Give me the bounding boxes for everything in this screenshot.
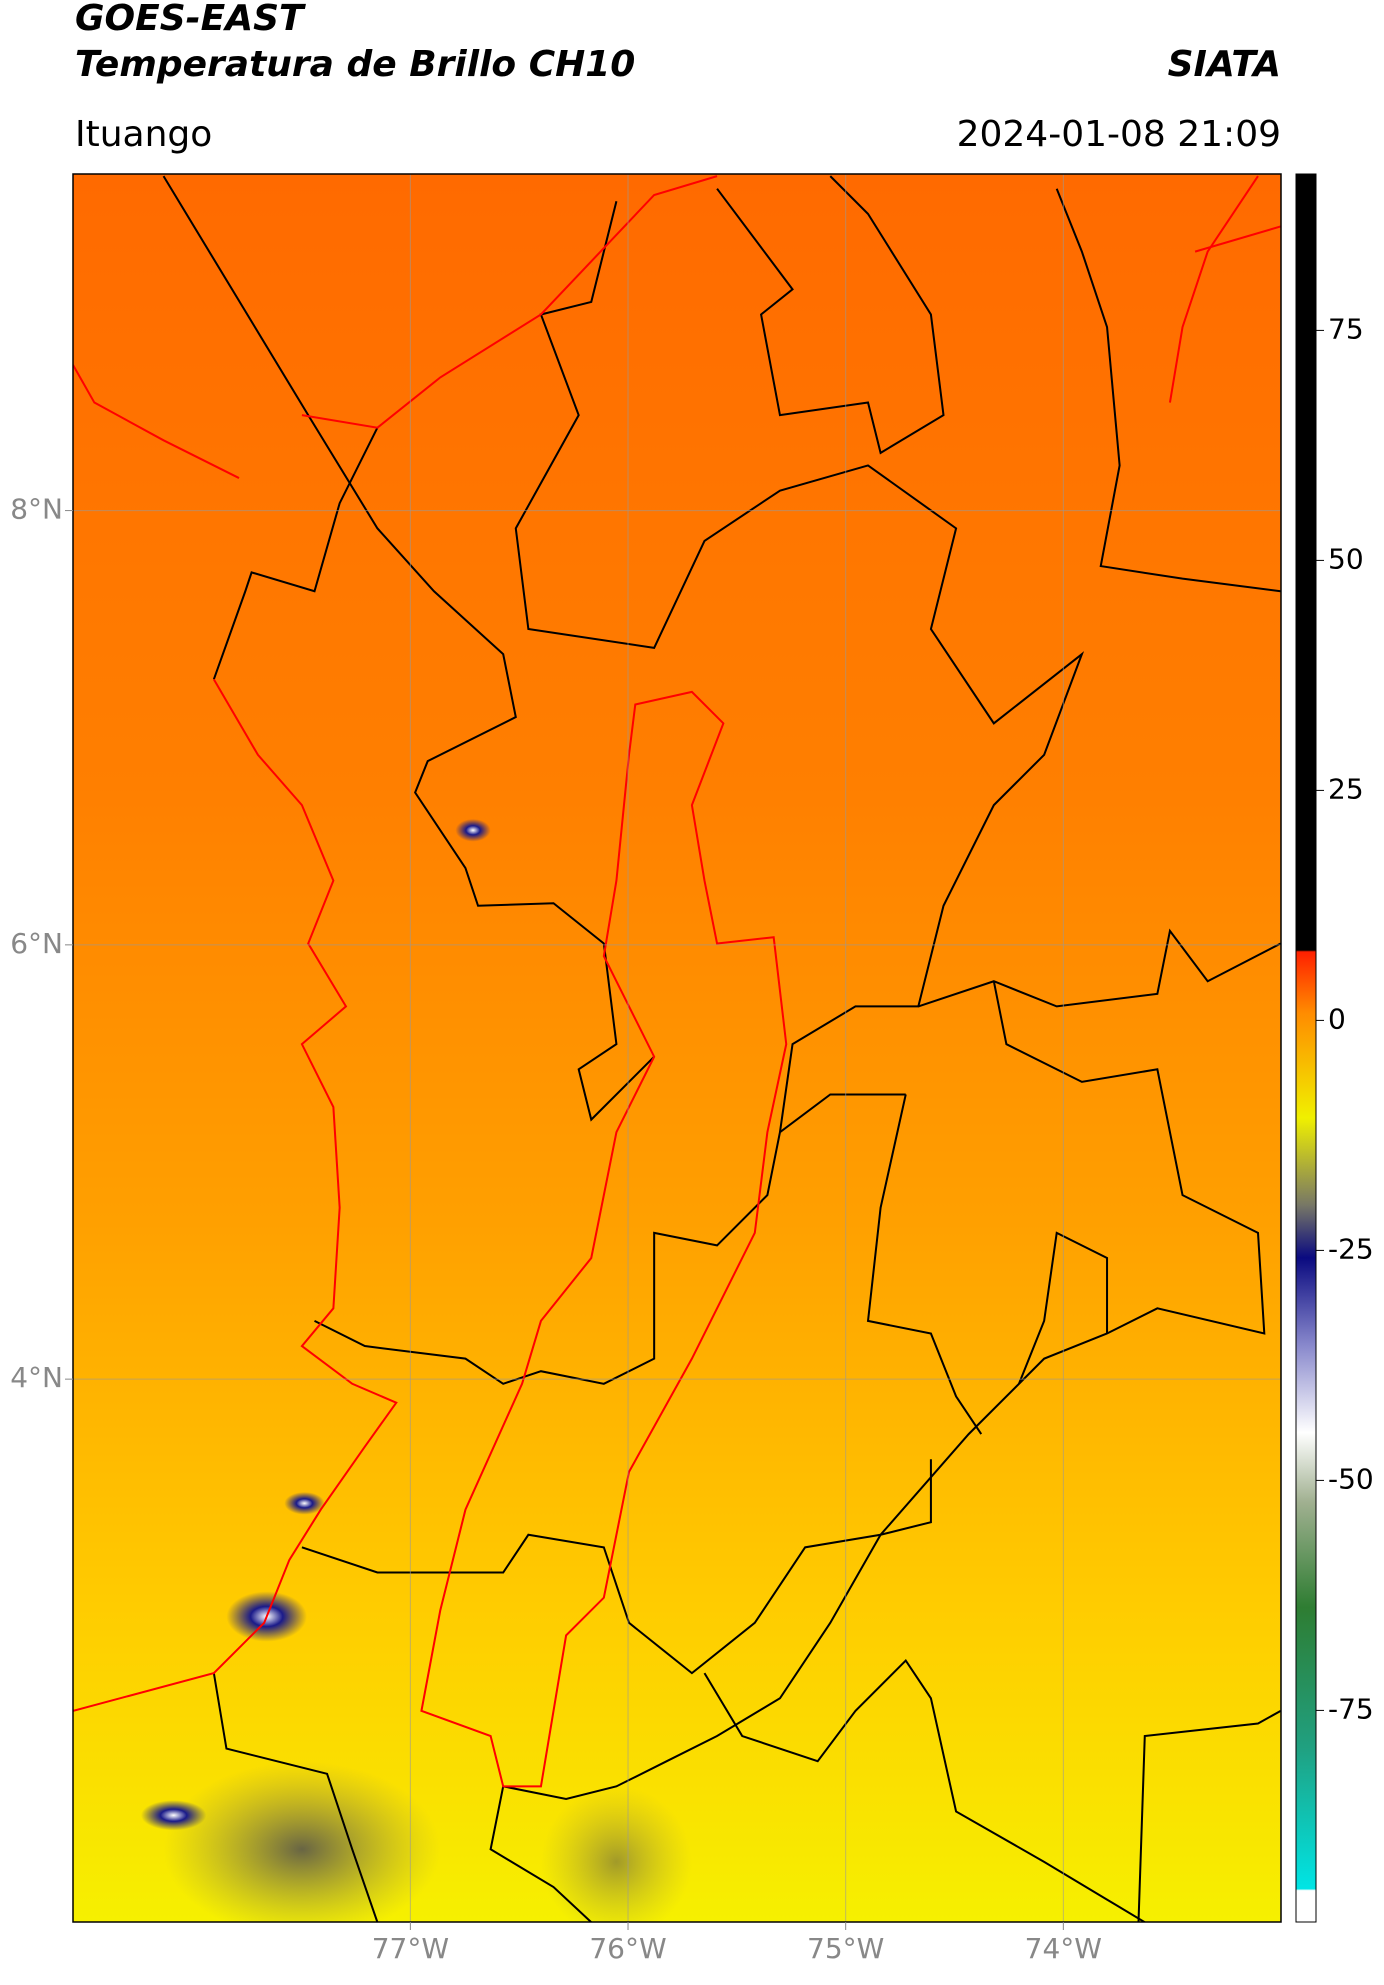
colorbar-tick-label: -75 xyxy=(1328,1692,1374,1725)
location: Ituango xyxy=(75,114,212,155)
colorbar-tick-label: -25 xyxy=(1328,1232,1374,1265)
y-tick-label: 4°N xyxy=(10,1361,63,1394)
y-tick-label: 6°N xyxy=(10,927,63,960)
map-features xyxy=(73,175,1281,1922)
colorbar-tick-label: 50 xyxy=(1328,542,1364,575)
y-tick-label: 8°N xyxy=(10,493,63,526)
x-tick-label: 76°W xyxy=(589,1932,666,1965)
temperature-field xyxy=(73,174,1281,1922)
colorbar xyxy=(1295,173,1317,1923)
colorbar-tick-label: 25 xyxy=(1328,772,1364,805)
x-tick-label: 75°W xyxy=(807,1932,884,1965)
cloud-blob xyxy=(455,818,491,842)
subtitle: Temperatura de Brillo CH10 xyxy=(75,44,635,85)
cloud-shade xyxy=(540,1786,692,1922)
cloud-blob xyxy=(140,1800,207,1831)
cloud-blob xyxy=(284,1491,325,1515)
borders xyxy=(162,175,1281,1922)
x-tick-label: 74°W xyxy=(1025,1932,1102,1965)
brand: SIATA xyxy=(1168,44,1281,85)
map-frame xyxy=(72,173,1282,1923)
colorbar-tick-label: 75 xyxy=(1328,312,1364,345)
colorbar-tick-label: -50 xyxy=(1328,1462,1374,1495)
title: GOES-EAST xyxy=(75,0,306,39)
cloud-shade xyxy=(163,1761,441,1922)
x-tick-label: 77°W xyxy=(372,1932,449,1965)
grid xyxy=(73,174,1281,1922)
datetime: 2024-01-08 21:09 xyxy=(957,114,1281,155)
coastline-and-region xyxy=(73,175,1281,1788)
colorbar-tick-label: 0 xyxy=(1328,1002,1346,1035)
map-area xyxy=(73,174,1281,1922)
